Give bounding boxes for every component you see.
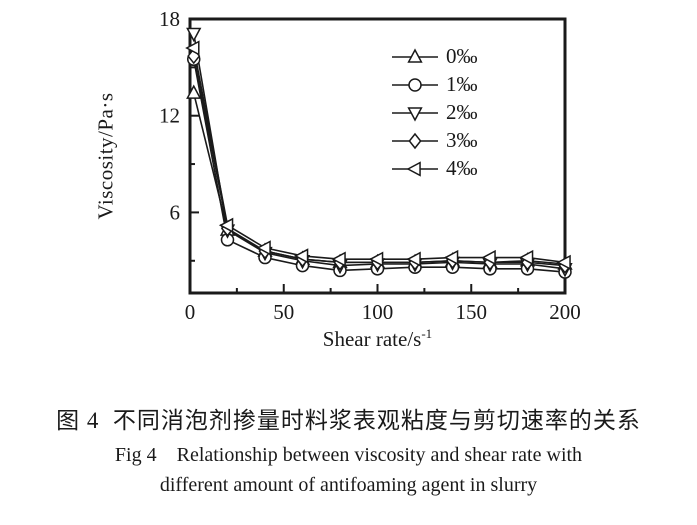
legend-label: 3‰ <box>446 128 478 152</box>
legend-marker <box>408 132 422 149</box>
x-axis-title-exponent: -1 <box>421 326 433 341</box>
marker-triangle-left <box>256 240 271 256</box>
legend-marker <box>407 106 423 122</box>
legend-label: 1‰ <box>446 72 478 96</box>
legend-marker <box>408 77 422 92</box>
x-tick-label: 100 <box>362 300 394 324</box>
x-axis-title: Shear rate/s-1 <box>190 326 565 352</box>
y-axis-title-text: Viscosity/Pa·s <box>93 92 118 220</box>
y-tick-label: 12 <box>159 104 180 128</box>
legend-marker <box>406 160 421 177</box>
y-axis-title: Viscosity/Pa·s <box>94 92 119 219</box>
marker-triangle-left <box>293 248 309 264</box>
marker-triangle-left <box>518 249 534 266</box>
marker-triangle-down <box>186 27 202 43</box>
viscosity-shear-rate-chart: 0 50 100 150 200 6 12 18 Viscosity/Pa·s Shear r… <box>94 7 581 352</box>
circle-icon <box>392 77 438 92</box>
legend-marker <box>407 47 423 63</box>
series-line-1 <box>192 59 566 273</box>
y-tick-label: 18 <box>159 7 180 31</box>
marker-triangle-left <box>185 40 200 56</box>
marker-triangle-left <box>443 249 459 266</box>
x-axis-title-text: Shear rate/s <box>322 327 422 351</box>
marker-triangle-left <box>331 251 346 267</box>
legend-item-0permille: 0‰ <box>391 44 478 69</box>
legend-item-1permille: 1‰ <box>391 72 478 97</box>
marker-triangle-left <box>556 254 571 271</box>
figure-caption: 图 4 不同消泡剂掺量时料浆表观粘度与剪切速率的关系 Fig 4 Relatio… <box>0 401 697 497</box>
marker-triangle-up <box>186 84 202 99</box>
legend-item-2permille: 2‰ <box>391 100 478 125</box>
y-tick-label: 6 <box>170 200 181 224</box>
caption-chinese: 图 4 不同消泡剂掺量时料浆表观粘度与剪切速率的关系 <box>56 408 641 433</box>
legend-label: 4‰ <box>446 156 478 180</box>
series-line-2 <box>192 33 566 270</box>
marker-triangle-left <box>481 249 496 266</box>
triangle-left-icon <box>392 160 438 177</box>
series-line-3 <box>192 55 566 267</box>
legend-label: 0‰ <box>446 44 478 68</box>
legend-item-4permille: 4‰ <box>391 156 478 181</box>
triangle-up-icon <box>392 47 438 63</box>
x-tick-label: 0 <box>185 300 196 324</box>
chart-plot-area: 0 50 100 150 200 6 12 18 <box>159 7 581 324</box>
marker-triangle-left <box>218 217 234 233</box>
plot-frame <box>188 17 567 295</box>
triangle-down-icon <box>392 106 438 122</box>
x-tick-label: 200 <box>549 300 581 324</box>
caption-english-line1: Fig 4 Relationship between viscosity and… <box>114 444 583 466</box>
legend-label: 2‰ <box>446 100 478 124</box>
caption-english-line2: different amount of antifoaming agent in… <box>159 474 538 496</box>
x-tick-label: 150 <box>456 300 488 324</box>
marker-triangle-left <box>406 251 421 267</box>
legend: 0‰ 1‰ 2‰ 3‰ 4‰ <box>391 44 478 181</box>
x-tick-label: 50 <box>273 300 294 324</box>
marker-triangle-left <box>368 251 384 267</box>
series-line-4 <box>192 47 566 264</box>
diamond-icon <box>392 132 438 149</box>
legend-item-3permille: 3‰ <box>391 128 478 153</box>
